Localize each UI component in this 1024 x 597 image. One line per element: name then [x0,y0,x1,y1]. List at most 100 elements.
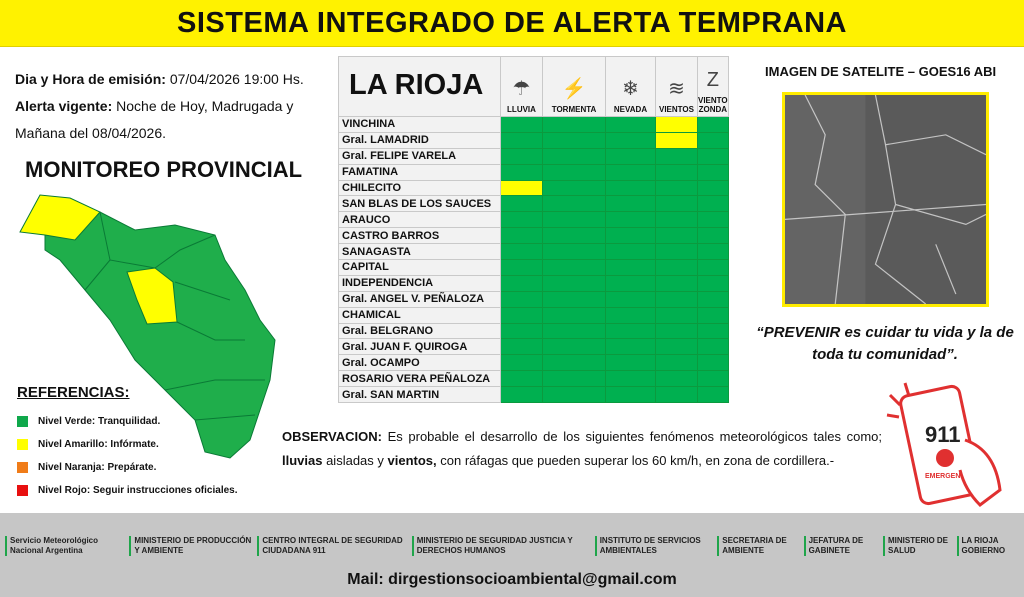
footer-logo: LA RIOJA GOBIERNO [956,535,1019,556]
contact-email[interactable]: Mail: dirgestionsocioambiental@gmail.com [347,571,677,588]
emission-value: 07/04/2026 19:00 Hs. [165,71,304,87]
footer-logo: INSTITUTO DE SERVICIOS AMBIENTALES [594,535,712,556]
table-row: Gral. BELGRANO [338,322,729,340]
footer-logo: SECRETARIA DE AMBIENTE [717,535,797,556]
footer-logo: MINISTERIO DE SEGURIDAD JUSTICIA Y DEREC… [411,535,589,556]
alert-cell-verde [605,195,656,213]
alert-cell-verde [655,290,698,308]
green-swatch [17,416,28,427]
emission-info: Dia y Hora de emisión: 07/04/2026 19:00 … [15,66,325,147]
alert-cell-verde [697,195,729,213]
alert-cell-verde [605,243,656,261]
table-row: FAMATINA [338,163,729,181]
rain-icon: ☂ [512,78,531,100]
alert-cell-verde [697,243,729,261]
alert-cell-verde [655,211,698,229]
alert-cell-verde [697,290,729,308]
alert-cell-verde [542,259,606,276]
alert-cell-verde [500,243,543,261]
alert-cell-verde [605,370,656,388]
reference-yellow: Nivel Amarillo: Infórmate. [17,433,238,456]
department-name: ROSARIO VERA PEÑALOZA [338,370,501,388]
reference-green: Nivel Verde: Tranquilidad. [17,410,238,433]
alert-cell-amarillo [655,116,698,133]
alert-cell-verde [605,211,656,229]
alert-cell-verde [605,163,656,181]
alert-cell-verde [655,147,698,165]
alert-cell-verde [605,322,656,340]
table-row: Gral. OCAMPO [338,354,729,372]
alert-cell-verde [655,274,698,292]
alert-table: LA RIOJA ☂ LLUVIA ⚡ TORMENTA ❄ NEVADA ≋ VIENTOS Z… [338,56,729,404]
province-map [19,194,276,459]
alert-cell-verde [500,354,543,372]
map-region [44,211,276,459]
observation: OBSERVACION: Es probable el desarrollo d… [282,429,882,468]
table-row: CHILECITO [338,179,729,197]
department-name: CHAMICAL [338,306,501,324]
alert-cell-verde [542,227,606,245]
alert-cell-verde [542,354,606,372]
column-tormenta: ⚡ TORMENTA [542,56,606,117]
department-name: CAPITAL [338,259,501,276]
alert-cell-amarillo [655,131,698,149]
zonda-icon: Z [706,69,719,91]
footer-logo: MINISTERIO DE PRODUCCIÓN Y AMBIENTE [129,535,251,556]
department-name: Gral. JUAN F. QUIROGA [338,338,501,356]
alert-cell-verde [542,386,606,404]
alert-cell-verde [655,259,698,276]
alert-cell-verde [697,147,729,165]
footer-logo: JEFATURA DE GABINETE [803,535,877,556]
table-row: Gral. SAN MARTIN [338,386,729,404]
alert-cell-verde [542,370,606,388]
alert-cell-verde [542,211,606,229]
alert-cell-verde [542,179,606,197]
reference-orange: Nivel Naranja: Prepárate. [17,456,238,479]
alert-cell-verde [500,386,543,404]
wind-icon: ≋ [668,78,685,100]
department-name: VINCHINA [338,116,501,133]
phone-label: EMERGENCIAS [925,473,977,480]
department-name: INDEPENDENCIA [338,274,501,292]
table-row: CASTRO BARROS [338,227,729,245]
reference-red: Nivel Rojo: Seguir instrucciones oficial… [17,479,238,502]
table-row: ARAUCO [338,211,729,229]
department-name: Gral. SAN MARTIN [338,386,501,404]
table-row: Gral. FELIPE VARELA [338,147,729,165]
footer-logo: Servicio Meteorológico Nacional Argentin… [5,535,123,556]
column-nevada: ❄ NEVADA [605,56,656,117]
table-row: SANAGASTA [338,243,729,261]
column-vientos: ≋ VIENTOS [655,56,698,117]
table-row: INDEPENDENCIA [338,274,729,292]
alert-cell-verde [605,116,656,133]
alert-cell-verde [655,338,698,356]
alert-cell-verde [542,306,606,324]
alert-cell-verde [697,211,729,229]
department-name: SANAGASTA [338,243,501,261]
alert-cell-verde [655,322,698,340]
alert-cell-verde [605,354,656,372]
alert-value: Noche de Hoy, Madrugada y Mañana del 08/… [15,98,294,141]
satellite-title: IMAGEN DE SATELITE – GOES16 ABI [765,64,997,79]
alert-cell-verde [655,179,698,197]
references-title: REFERENCIAS: [17,384,130,401]
department-name: Gral. FELIPE VARELA [338,147,501,165]
alert-cell-verde [655,306,698,324]
department-name: Gral. BELGRANO [338,322,501,340]
orange-swatch [17,462,28,473]
alert-cell-verde [697,227,729,245]
alert-cell-verde [605,259,656,276]
alert-cell-verde [697,322,729,340]
emission-label: Dia y Hora de emisión: [15,71,166,87]
alert-cell-verde [542,195,606,213]
department-name: Gral. ANGEL V. PEÑALOZA [338,290,501,308]
alert-cell-verde [500,131,543,149]
alert-cell-verde [655,195,698,213]
alert-cell-verde [655,243,698,261]
slogan: “PREVENIR es cuidar tu vida y la de toda… [756,324,1014,363]
footer-logo: CENTRO INTEGRAL DE SEGURIDAD CIUDADANA 9… [257,535,405,556]
table-row: SAN BLAS DE LOS SAUCES [338,195,729,213]
alert-cell-verde [697,370,729,388]
red-swatch [17,485,28,496]
alert-cell-amarillo [500,179,543,197]
